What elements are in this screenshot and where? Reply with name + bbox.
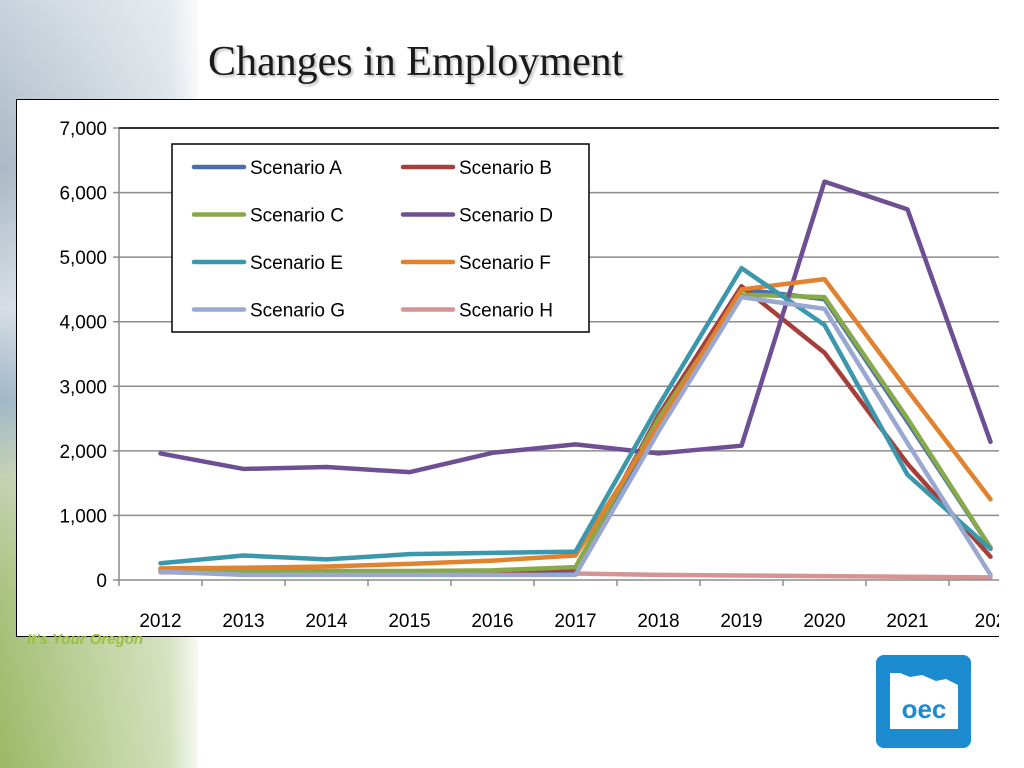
x-tick-label: 2020 [803,611,845,632]
y-tick-label: 6,000 [59,184,107,205]
x-tick-label: 2014 [305,611,348,632]
y-tick-label: 2,000 [59,442,107,463]
y-tick-label: 1,000 [59,506,107,527]
series-line-scenario-d [158,179,993,475]
x-tick-label: 2019 [720,611,762,632]
legend-label: Scenario B [459,158,552,179]
series-line-scenario-g [158,294,993,578]
tagline: It's Your Oregon [27,631,144,648]
logo-text: oec [902,694,947,724]
series-line-scenario-f [158,276,993,571]
series-line-scenario-e [158,265,993,566]
employment-line-chart: 0 1,000 2,000 3,000 4,000 5,000 6,000 7,000 2012… [59,119,999,632]
legend-label: Scenario A [250,158,342,179]
oec-logo: oec [876,655,971,748]
legend-label: Scenario E [250,253,343,274]
y-tick-label: 7,000 [59,119,107,140]
x-tick-label: 2012 [139,611,181,632]
y-tick-label: 0 [96,571,107,592]
y-tick-label: 3,000 [59,377,107,398]
y-tick-label: 5,000 [59,248,107,269]
slide-title: Changes in Employment [208,39,624,85]
y-tick-label: 4,000 [59,313,107,334]
x-tick-label: 2017 [554,611,596,632]
x-tick-label: 2021 [886,611,928,632]
x-tick-label: 202 [975,611,999,632]
x-tick-label: 2018 [637,611,679,632]
x-tick-label: 2015 [388,611,430,632]
legend-label: Scenario G [250,301,345,322]
legend-label: Scenario F [459,253,551,274]
legend-label: Scenario H [459,301,553,322]
legend-label: Scenario D [459,206,553,227]
x-tick-label: 2013 [222,611,264,632]
series-line-scenario-c [158,292,993,574]
legend-label: Scenario C [250,206,344,227]
legend-box [171,143,590,333]
chart-container: 0 1,000 2,000 3,000 4,000 5,000 6,000 7,000 2012… [16,99,999,637]
x-tick-label: 2016 [471,611,513,632]
